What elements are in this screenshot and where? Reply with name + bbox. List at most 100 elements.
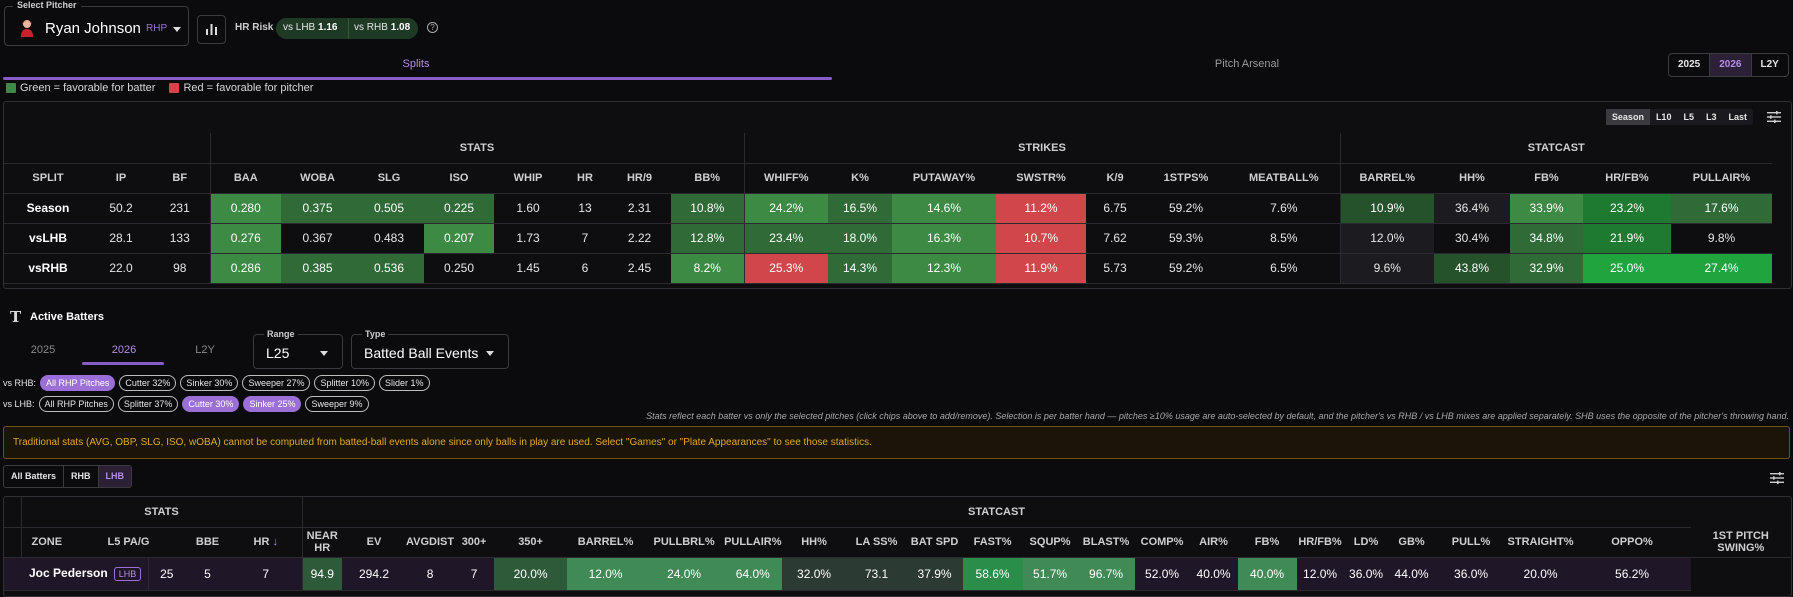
column-header[interactable]: BLAST% [1077,527,1135,558]
column-header[interactable]: SLG [354,163,424,194]
year-l2y-button[interactable]: L2Y [1760,59,1779,70]
column-header[interactable]: HR/FB% [1296,527,1344,558]
column-header[interactable]: ISO [424,163,494,194]
range-l10-button[interactable]: L10 [1655,112,1672,122]
pitcher-select-label: Select Pitcher [13,0,81,10]
pitcher-select[interactable]: Select Pitcher Ryan Johnson RHP [4,0,189,46]
tab-year-l2y[interactable]: L2Y [195,344,215,356]
range-l3-button[interactable]: L3 [1705,112,1717,122]
column-header[interactable]: BARREL% [1339,163,1434,194]
help-icon[interactable]: ? [427,22,438,33]
filter-lhb[interactable]: LHB [98,466,132,487]
table-cell: 1.60 [494,193,562,224]
column-header[interactable]: FB% [1237,527,1297,558]
year-2026-button[interactable]: 2026 [1710,54,1752,76]
filter-rhb[interactable]: RHB [64,466,99,487]
column-header[interactable]: 1ST PITCH SWING% [1690,527,1791,558]
column-header[interactable]: 1STPS% [1144,163,1228,194]
column-header[interactable]: L5 PA/G [72,527,185,558]
column-header[interactable]: K/9 [1086,163,1144,194]
column-header[interactable]: WOBA [281,163,354,194]
column-settings-icon[interactable] [1767,111,1781,123]
range-season-button[interactable]: Season [1605,109,1650,125]
column-header[interactable]: BARREL% [567,527,645,558]
pitch-chip[interactable]: Splitter 37% [117,396,179,412]
table-cell: 59.2% [1144,253,1228,284]
column-header[interactable]: LA SS% [846,527,907,558]
tab-splits[interactable]: Splits [0,52,832,80]
tab-year-2026[interactable]: 2026 [111,344,137,356]
column-header[interactable]: ZONE [20,527,72,558]
pitch-chip[interactable]: All RHP Pitches [40,375,116,391]
table-cell: 52.0% [1134,557,1190,591]
pitch-chip[interactable]: All RHP Pitches [38,396,114,412]
column-header[interactable]: OPPO% [1573,527,1691,558]
pitch-chip[interactable]: Sinker 25% [243,396,302,412]
column-header[interactable]: IP [92,163,150,194]
column-header[interactable]: LD% [1343,527,1389,558]
table-row: vsRHB 22.0 98 0.286 0.385 0.536 0.250 1.45 6 2.45… [4,253,1772,284]
range-last-button[interactable]: Last [1728,112,1747,122]
column-header[interactable]: FAST% [962,527,1023,558]
column-header[interactable]: AVGDIST [406,527,455,558]
year-2025-button[interactable]: 2025 [1669,54,1711,76]
column-header[interactable]: STRAIGHT% [1507,527,1574,558]
table-cell: 12.8% [671,223,744,254]
column-header[interactable]: SWSTR% [996,163,1086,194]
table-cell: 58.6% [962,557,1023,591]
batter-column-settings-icon[interactable] [1770,472,1784,484]
column-header[interactable]: FB% [1510,163,1583,194]
column-header[interactable]: HH% [1434,163,1510,194]
table-cell: 11.2% [996,193,1086,224]
column-header[interactable]: BBE [185,527,230,558]
hr-risk-rhb: vs RHB 1.08 [354,22,410,33]
column-header[interactable]: HR ↓ [230,527,302,558]
column-header[interactable]: PULL% [1434,527,1508,558]
pitch-chip[interactable]: Splitter 10% [314,375,376,391]
column-header[interactable]: K% [828,163,892,194]
range-l5-button[interactable]: L5 [1683,112,1694,122]
column-header[interactable]: EV [342,527,406,558]
column-header[interactable]: NEAR HR [301,527,342,558]
column-header[interactable]: HR/FB% [1583,163,1671,194]
column-header[interactable]: GB% [1388,527,1435,558]
column-header[interactable]: PULLAIR% [724,527,782,558]
column-header[interactable]: PULLAIR% [1671,163,1772,194]
column-header[interactable]: HR/9 [608,163,671,194]
filter-all-batters[interactable]: All Batters [4,466,65,487]
column-header[interactable]: SPLIT [4,163,92,194]
column-header[interactable]: COMP% [1134,527,1190,558]
batter-name-cell[interactable]: Joc Pederson LHB [21,557,148,591]
column-header[interactable]: BAT SPD [906,527,963,558]
column-header[interactable]: WHIP [494,163,562,194]
range-select[interactable]: Range L25 [253,329,343,369]
column-header[interactable]: BB% [671,163,744,194]
tab-year-2025[interactable]: 2025 [30,344,56,356]
column-header[interactable]: PUTAWAY% [892,163,996,194]
chart-button[interactable] [197,15,226,44]
column-header[interactable]: BAA [209,163,281,194]
column-header[interactable]: AIR% [1189,527,1238,558]
table-cell: 7.62 [1086,223,1144,254]
tab-pitch-arsenal[interactable]: Pitch Arsenal [832,52,1662,80]
hr-risk-lhb-value: 1.16 [318,22,338,33]
column-header[interactable]: BF [150,163,210,194]
pitch-chip[interactable]: Cutter 32% [119,375,177,391]
pitch-chip[interactable]: Sinker 30% [180,375,239,391]
type-select[interactable]: Type Batted Ball Events [351,329,509,369]
column-header[interactable]: HR [562,163,608,194]
column-header[interactable]: HH% [781,527,847,558]
column-header[interactable]: MEATBALL% [1228,163,1340,194]
tab-splits-label: Splits [402,58,430,70]
column-header[interactable]: 350+ [494,527,568,558]
column-header[interactable]: PULLBRL% [644,527,725,558]
pitch-chip[interactable]: Slider 1% [379,375,430,391]
table-cell: 6 [562,253,608,284]
pitch-chip[interactable]: Cutter 30% [182,396,240,412]
pitch-chip[interactable]: Sweeper 27% [242,375,311,391]
column-header[interactable]: 300+ [454,527,495,558]
column-header[interactable]: SQUP% [1022,527,1078,558]
selection-note: Stats reflect each batter vs only the se… [646,411,1789,421]
column-header[interactable]: WHIFF% [743,163,828,194]
pitch-chip[interactable]: Sweeper 9% [305,396,369,412]
